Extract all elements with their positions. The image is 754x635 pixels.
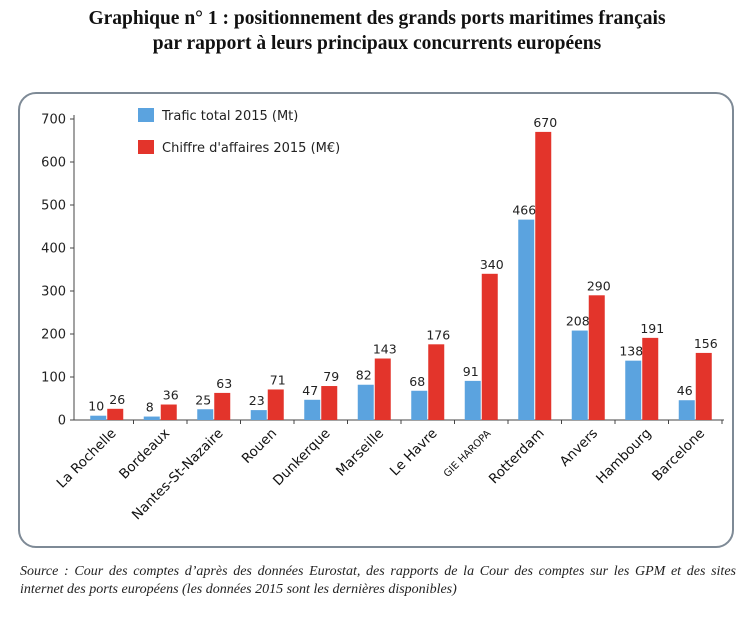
bar-chiffre-affaires — [107, 408, 124, 420]
category-label: GIE HAROPA — [442, 428, 493, 479]
value-label-trafic: 91 — [463, 364, 479, 379]
bar-trafic — [518, 219, 535, 420]
y-tick-label: 200 — [41, 328, 66, 343]
category-label: La Rochelle — [54, 426, 120, 492]
bar-trafic — [411, 390, 428, 420]
bar-chiffre-affaires — [535, 131, 552, 420]
value-label-trafic: 10 — [88, 399, 104, 414]
y-tick-label: 500 — [41, 199, 66, 214]
value-label-chiffre-affaires: 63 — [216, 376, 232, 391]
value-label-trafic: 46 — [677, 383, 693, 398]
bar-chiffre-affaires — [374, 358, 391, 420]
bar-trafic — [304, 399, 321, 420]
legend-swatch-chiffre-affaires — [138, 140, 154, 154]
category-label: Nantes-St-Nazaire — [129, 426, 227, 524]
value-label-chiffre-affaires: 79 — [323, 369, 339, 384]
chart-panel — [18, 92, 734, 548]
bar-chiffre-affaires — [214, 392, 231, 420]
bar-trafic — [357, 384, 374, 420]
value-label-trafic: 23 — [249, 393, 265, 408]
value-label-chiffre-affaires: 71 — [270, 372, 286, 387]
y-tick-label: 400 — [41, 242, 66, 257]
bar-trafic — [197, 409, 214, 420]
source-note: Source : Cour des comptes d’après des do… — [20, 564, 736, 597]
bar-chiffre-affaires — [588, 295, 605, 420]
bar-trafic — [464, 380, 481, 420]
value-label-trafic: 208 — [566, 314, 590, 329]
category-label: Barcelone — [649, 426, 708, 485]
value-label-chiffre-affaires: 36 — [163, 388, 179, 403]
bar-chart: 0 100 200 300 400 500 600 700 10 26 La Rochelle 8 36… — [41, 108, 724, 524]
bar-chiffre-affaires — [428, 344, 445, 420]
bar-trafic — [143, 416, 160, 420]
value-label-chiffre-affaires: 156 — [694, 336, 718, 351]
legend-label-chiffre-affaires: Chiffre d'affaires 2015 (M€) — [162, 141, 340, 156]
legend-label-trafic: Trafic total 2015 (Mt) — [161, 109, 298, 124]
category-label: Marseille — [333, 426, 387, 480]
value-label-chiffre-affaires: 26 — [109, 392, 125, 407]
value-label-trafic: 138 — [619, 344, 643, 359]
bar-chiffre-affaires — [267, 389, 284, 420]
category-label: Rouen — [239, 426, 280, 467]
category-label: Hambourg — [593, 426, 654, 487]
y-tick-label: 700 — [41, 113, 66, 128]
value-label-trafic: 466 — [512, 203, 536, 218]
y-tick-label: 100 — [41, 371, 66, 386]
value-label-trafic: 25 — [195, 392, 211, 407]
value-label-trafic: 82 — [356, 368, 372, 383]
value-label-chiffre-affaires: 290 — [587, 278, 611, 293]
category-label: Le Havre — [387, 426, 441, 480]
category-label: Bordeaux — [116, 426, 173, 483]
bar-trafic — [678, 400, 695, 420]
chart-title-line1: Graphique n° 1 : positionnement des gran… — [88, 8, 666, 29]
bar-chiffre-affaires — [481, 273, 498, 420]
bar-trafic — [90, 415, 107, 420]
category-label: Rotterdam — [486, 426, 548, 488]
value-label-chiffre-affaires: 340 — [480, 257, 504, 272]
bar-trafic — [625, 360, 642, 420]
bar-trafic — [250, 410, 267, 420]
bar-chiffre-affaires — [695, 352, 712, 420]
category-label: Dunkerque — [270, 426, 334, 490]
value-label-trafic: 8 — [146, 400, 154, 415]
value-label-chiffre-affaires: 143 — [373, 342, 397, 357]
chart-title: Graphique n° 1 : positionnement des gran… — [0, 6, 754, 56]
y-tick-label: 600 — [41, 156, 66, 171]
y-tick-label: 300 — [41, 285, 66, 300]
chart-title-line2: par rapport à leurs principaux concurren… — [152, 33, 602, 54]
value-label-chiffre-affaires: 176 — [426, 327, 450, 342]
legend-swatch-trafic — [138, 108, 154, 122]
value-label-chiffre-affaires: 191 — [640, 321, 664, 336]
bar-chiffre-affaires — [321, 386, 338, 420]
value-label-trafic: 68 — [409, 374, 425, 389]
bar-chiffre-affaires — [160, 404, 177, 420]
value-label-trafic: 47 — [302, 383, 318, 398]
y-tick-label: 0 — [58, 414, 66, 429]
bar-chiffre-affaires — [642, 337, 659, 420]
value-label-chiffre-affaires: 670 — [533, 115, 557, 130]
category-label: Anvers — [557, 426, 601, 470]
bar-trafic — [571, 330, 588, 420]
